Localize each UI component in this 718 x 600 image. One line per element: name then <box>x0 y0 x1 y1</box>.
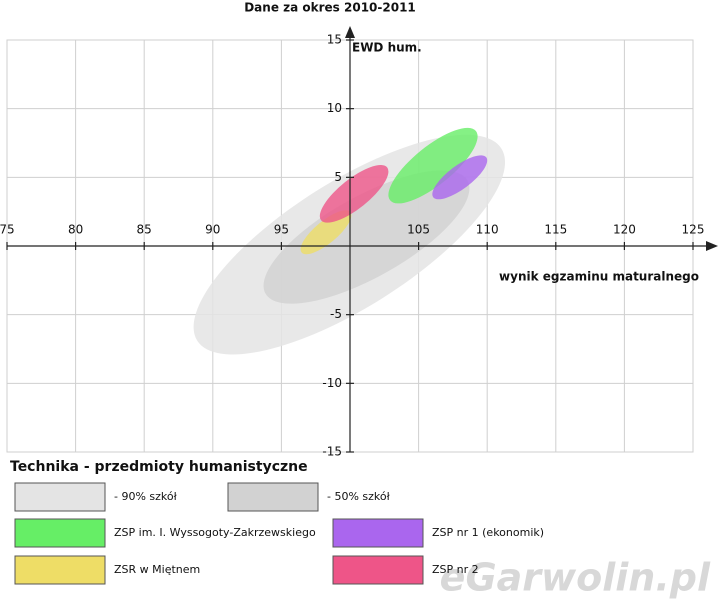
y-axis-arrow <box>345 26 355 38</box>
ellipse <box>319 164 389 223</box>
legend-label: ZSP im. I. Wyssogoty-Zakrzewskiego <box>114 526 316 539</box>
x-tick-label: 85 <box>137 223 152 237</box>
legend-title: Technika - przedmioty humanistyczne <box>10 459 308 475</box>
x-tick-label: 110 <box>476 223 499 237</box>
x-tick-label: 115 <box>544 223 567 237</box>
y-tick-label: 15 <box>327 33 342 47</box>
watermark: eGarwolin.pl <box>440 556 711 600</box>
legend-label: - 90% szkół <box>114 490 178 503</box>
x-tick-label: 75 <box>0 223 15 237</box>
chart-title: Dane za okres 2010-2011 <box>244 1 416 15</box>
ellipse <box>432 155 488 200</box>
y-tick-label: 5 <box>334 170 342 184</box>
y-tick-label: -10 <box>322 376 342 390</box>
x-tick-label: 125 <box>682 223 705 237</box>
legend-label: - 50% szkół <box>327 490 391 503</box>
x-tick-label: 95 <box>274 223 289 237</box>
legend-swatch <box>14 518 106 548</box>
legend-swatch <box>332 555 424 585</box>
legend-swatch <box>14 555 106 585</box>
x-axis-arrow <box>706 241 718 251</box>
ellipse <box>263 170 470 304</box>
y-tick-label: -15 <box>322 445 342 459</box>
legend-swatch <box>227 482 319 512</box>
ellipse <box>388 127 478 204</box>
legend-label: ZSP nr 2 <box>432 563 479 576</box>
x-tick-label: 90 <box>205 223 220 237</box>
legend-swatch <box>14 482 106 512</box>
x-axis-label: wynik egzaminu maturalnego <box>499 270 699 284</box>
x-tick-label: 80 <box>68 223 83 237</box>
ellipse <box>300 210 352 255</box>
legend-swatch <box>332 518 424 548</box>
x-tick-label: 105 <box>407 223 430 237</box>
x-tick-label: 120 <box>613 223 636 237</box>
y-axis-label: EWD hum. <box>352 41 422 55</box>
legend-label: ZSR w Miętnem <box>114 563 200 576</box>
y-tick-label: -5 <box>330 307 342 321</box>
y-tick-label: 10 <box>327 101 342 115</box>
legend-label: ZSP nr 1 (ekonomik) <box>432 526 544 539</box>
